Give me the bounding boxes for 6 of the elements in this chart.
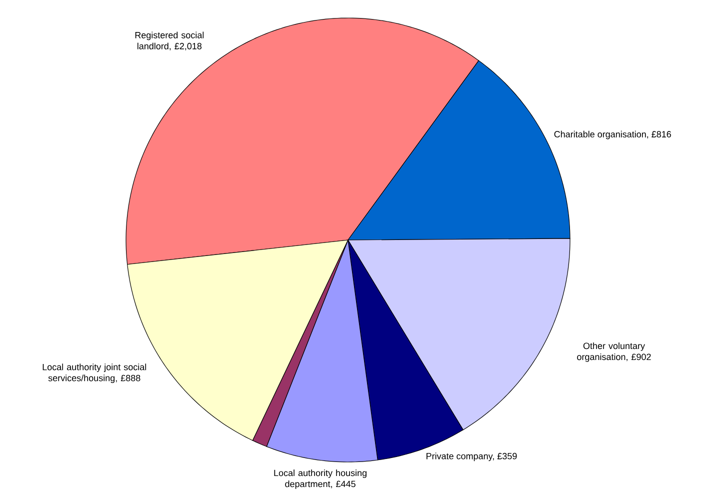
slice-label: Registered social landlord, £2,018 [135, 32, 204, 50]
slice-label: Charitable organisation, £816 [554, 130, 671, 140]
slice-label: Other voluntary organisation, £902 [577, 342, 651, 362]
slice-label: Local authority housing department, £445 [274, 470, 366, 489]
slice-label: Local authority joint social services/housing, £888 [42, 364, 146, 384]
slice-label: Private company, £359 [426, 452, 517, 462]
